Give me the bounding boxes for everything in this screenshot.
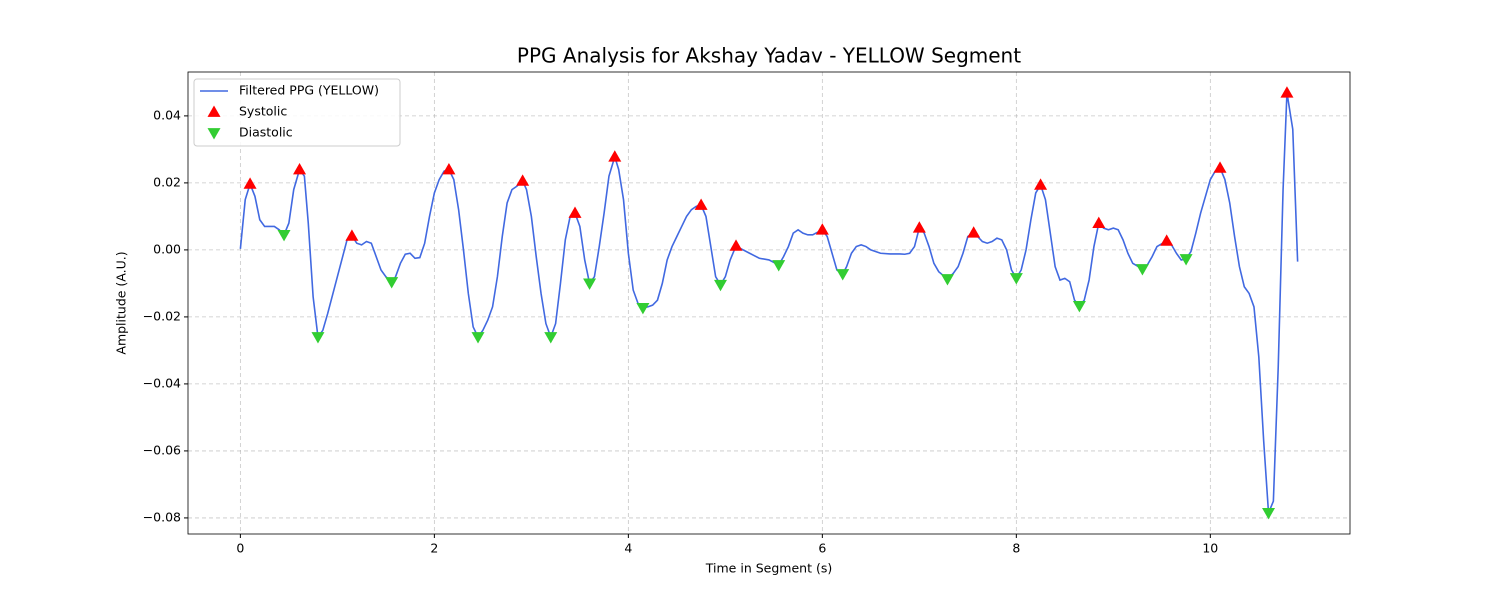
legend-swatch [207,105,221,117]
y-tick-label: −0.06 [143,442,181,457]
systolic-marker [815,223,829,235]
systolic-marker [568,206,582,218]
x-tick-label: 8 [1012,541,1020,556]
y-tick-label: 0.00 [153,241,181,256]
systolic-marker [912,221,926,233]
diastolic-marker [1135,264,1149,276]
systolic-marker [1092,216,1106,228]
legend-label: Diastolic [239,125,293,140]
diastolic-marker [940,274,954,286]
legend-box [193,78,401,147]
y-tick-label: −0.02 [143,308,181,323]
x-tick-label: 4 [624,541,632,556]
systolic-marker [345,229,359,241]
systolic-marker [1160,234,1174,246]
diastolic-marker [714,279,728,292]
x-tick-label: 10 [1202,541,1218,556]
plot-frame [187,71,1351,535]
diastolic-marker [311,332,325,344]
systolic-marker [729,239,743,251]
systolic-marker [694,198,708,210]
y-tick-label: −0.08 [143,509,181,524]
y-tick-label: 0.04 [153,107,181,122]
legend: Filtered PPG (YELLOW) Systolic Diastolic [193,78,401,147]
diastolic-marker [544,332,558,344]
systolic-marker [243,177,257,189]
diastolic-marker [1072,300,1086,313]
x-axis-label: Time in Segment (s) [705,561,832,576]
diastolic-marker [1262,508,1276,520]
x-tick-label: 6 [818,541,826,556]
x-tick-label: 2 [430,541,438,556]
chart-title: PPG Analysis for Akshay Yadav - YELLOW S… [517,44,1021,68]
diastolic-marker [277,229,291,242]
diastolic-marker [636,302,650,315]
diastolic-marker [471,332,485,344]
systolic-marker [1213,161,1227,173]
legend-swatch [207,128,221,140]
systolic-marker [608,150,622,162]
systolic-marker [1034,178,1048,190]
ppg-line [239,92,1299,514]
y-axis-label: Amplitude (A.U.) [114,251,129,354]
y-tick-label: 0.02 [153,174,181,189]
diastolic-marker [1179,254,1193,266]
legend-label: Filtered PPG (YELLOW) [239,83,379,98]
systolic-marker [293,162,307,175]
systolic-marker [442,162,456,175]
x-tick-label: 0 [236,541,244,556]
diastolic-marker [836,269,850,281]
systolic-marker [516,174,530,186]
diastolic-marker [772,260,786,272]
systolic-marker [1280,86,1294,98]
y-tick-label: −0.04 [143,375,181,390]
diastolic-marker [385,277,399,289]
legend-label: Systolic [239,104,287,119]
diastolic-marker [1009,273,1023,285]
systolic-marker [967,226,981,238]
diastolic-marker [583,278,597,290]
